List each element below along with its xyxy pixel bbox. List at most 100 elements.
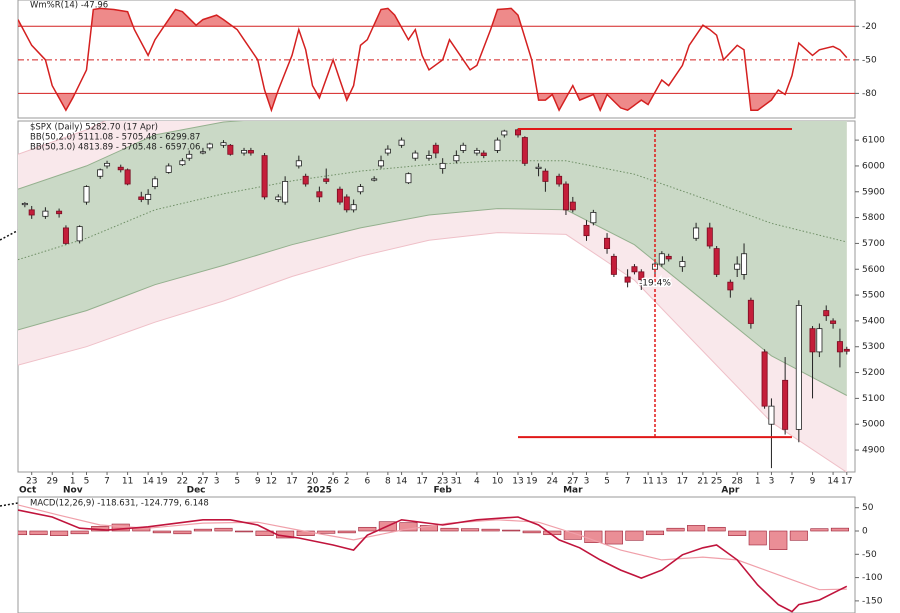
x-tick-label: 23 [437, 477, 448, 487]
histogram-bar [317, 530, 336, 534]
candle-body [179, 160, 186, 166]
histogram-bar [789, 530, 808, 541]
histogram-bar [502, 529, 521, 532]
month-label: Apr [721, 486, 739, 496]
candle-body [151, 178, 158, 188]
candle-body [398, 139, 405, 146]
candle-body [741, 253, 748, 275]
histogram-bar [769, 530, 788, 550]
candle-body [371, 178, 378, 181]
histogram-bar [399, 522, 418, 532]
candle-body [693, 227, 700, 239]
band-lower [18, 232, 848, 472]
candle-body [460, 144, 467, 151]
candle-body [521, 137, 528, 164]
x-tick-label: 21 [697, 477, 708, 487]
candle-body [747, 299, 754, 324]
x-tick-label: 11 [642, 477, 653, 487]
candle-body [816, 328, 823, 353]
band-fill [18, 121, 847, 396]
candle-body [768, 405, 775, 425]
band-lower [18, 208, 848, 396]
y-tick-label: 6100 [862, 136, 885, 146]
candle-body [583, 224, 590, 237]
x-tick-label: 1 [70, 477, 76, 487]
y-tick-label: -50 [862, 550, 877, 560]
histogram-bar [50, 530, 69, 536]
candle-body [679, 261, 686, 268]
histogram-bar [666, 527, 685, 532]
band-middle [18, 160, 847, 261]
histogram-bar [810, 528, 829, 532]
x-tick-label: 3 [769, 477, 775, 487]
candle-body [501, 130, 508, 136]
candle-body [590, 212, 597, 224]
candle-body [556, 175, 563, 185]
y-tick-label: 50 [862, 503, 874, 513]
histogram-bar [419, 525, 438, 532]
x-tick-label: 9 [810, 477, 816, 487]
x-tick-label: 31 [451, 477, 462, 487]
candle-body [412, 152, 419, 159]
histogram-bar [358, 526, 377, 532]
candle-body [323, 178, 330, 182]
x-tick-label: 5 [234, 477, 240, 487]
candle-body [604, 237, 611, 249]
histogram-bar [214, 527, 233, 532]
band-upper [18, 121, 244, 190]
candle-body [706, 227, 713, 247]
histogram-bar [461, 528, 480, 532]
oversold-fill [18, 93, 847, 111]
candle-body [713, 248, 720, 275]
candle-body [638, 271, 645, 280]
y-tick-label: 5800 [862, 213, 885, 223]
panel [17, 0, 856, 119]
x-tick-label: 17 [416, 477, 427, 487]
y-tick-label: 5600 [862, 265, 885, 275]
histogram-bar [687, 525, 706, 532]
panel [17, 496, 856, 613]
candle-body [343, 196, 350, 211]
candle-body [336, 188, 343, 203]
candle-body [809, 328, 816, 353]
candle-body [836, 341, 843, 353]
x-tick-label: 9 [255, 477, 261, 487]
candle-body [658, 253, 665, 265]
candle-body [384, 148, 391, 154]
candle-body [42, 210, 49, 217]
candle-body [843, 348, 850, 352]
histogram-bar [481, 528, 500, 532]
candle-body [569, 201, 576, 211]
candle-body [378, 160, 385, 167]
histogram-bar [707, 526, 726, 532]
x-tick-label: 6 [364, 477, 370, 487]
candle-body [247, 150, 254, 154]
x-tick-label: 27 [567, 477, 578, 487]
x-tick-label: 5 [84, 477, 90, 487]
x-tick-label: 8 [385, 477, 391, 487]
histogram-bar [830, 527, 849, 532]
x-tick-label: 14 [827, 477, 839, 487]
y-tick-label: 5700 [862, 239, 885, 249]
indicator-title: MACD(12,26,9) -118.631, -124.779, 6.148 [30, 499, 209, 509]
x-tick-label: 1 [755, 477, 761, 487]
candle-body [432, 144, 439, 154]
x-tick-label: 14 [396, 477, 408, 487]
candle-body [405, 173, 412, 184]
histogram-bar [337, 530, 356, 534]
y-tick-label: 4900 [862, 446, 885, 456]
candle-body [21, 202, 28, 206]
month-label: Mar [563, 486, 583, 496]
candle-body [727, 281, 734, 291]
candle-body [631, 266, 638, 273]
candle-body [473, 150, 480, 154]
x-tick-label: 12 [266, 477, 277, 487]
candle-body [425, 155, 432, 159]
band-legend: BB(50,2.0) 5111.08 - 5705.48 - 6299.87 [30, 133, 200, 143]
x-tick-label: 20 [307, 477, 319, 487]
band-legend: BB(50,3.0) 4813.89 - 5705.48 - 6597.06 [30, 143, 200, 153]
x-tick-label: 23 [26, 477, 37, 487]
price-title: $SPX (Daily) 5282.70 (17 Apr) [30, 123, 158, 133]
